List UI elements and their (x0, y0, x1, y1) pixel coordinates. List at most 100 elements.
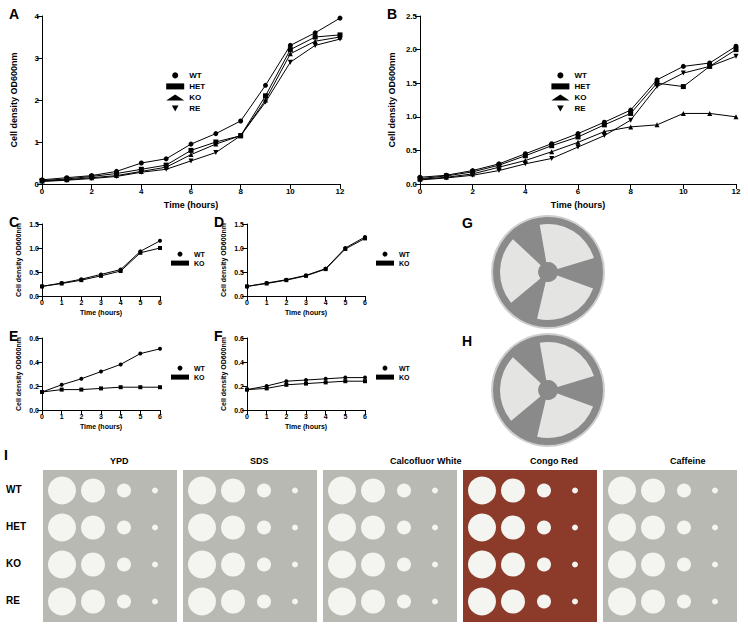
svg-text:G: G (462, 215, 473, 231)
svg-text:0.5: 0.5 (234, 269, 244, 276)
svg-text:0.0: 0.0 (406, 180, 418, 189)
svg-text:Calcofluor White: Calcofluor White (390, 456, 462, 466)
svg-text:0: 0 (40, 187, 45, 196)
svg-text:WT: WT (189, 71, 202, 80)
svg-text:1: 1 (265, 299, 269, 306)
svg-text:2: 2 (89, 187, 94, 196)
svg-text:0: 0 (40, 413, 44, 420)
svg-text:6: 6 (158, 413, 162, 420)
svg-text:Cell density OD600nm: Cell density OD600nm (9, 52, 19, 147)
svg-text:0: 0 (245, 299, 249, 306)
svg-text:WT: WT (194, 365, 206, 372)
svg-text:Caffeine: Caffeine (670, 456, 706, 466)
svg-text:5: 5 (138, 299, 142, 306)
svg-text:10: 10 (286, 187, 295, 196)
svg-text:0.0: 0.0 (234, 407, 244, 414)
svg-text:0.6: 0.6 (29, 335, 39, 342)
svg-text:C: C (9, 214, 19, 230)
svg-text:Time (hours): Time (hours) (551, 200, 605, 210)
svg-text:1.0: 1.0 (234, 245, 244, 252)
svg-text:RE: RE (189, 104, 201, 113)
svg-text:4: 4 (119, 413, 123, 420)
svg-text:0: 0 (40, 299, 44, 306)
svg-text:WT: WT (399, 365, 411, 372)
svg-text:1.5: 1.5 (29, 221, 39, 228)
svg-text:KO: KO (399, 260, 410, 267)
svg-text:0.4: 0.4 (234, 359, 244, 366)
svg-text:1: 1 (265, 413, 269, 420)
svg-text:F: F (214, 328, 223, 344)
svg-text:Time (hours): Time (hours) (164, 200, 218, 210)
svg-text:4: 4 (139, 187, 144, 196)
svg-text:0.2: 0.2 (234, 383, 244, 390)
svg-text:0.0: 0.0 (234, 293, 244, 300)
svg-text:3: 3 (99, 299, 103, 306)
svg-text:Congo Red: Congo Red (530, 456, 578, 466)
svg-text:0.5: 0.5 (406, 146, 418, 155)
svg-text:1: 1 (35, 138, 40, 147)
svg-text:0: 0 (245, 413, 249, 420)
svg-text:0.2: 0.2 (29, 383, 39, 390)
svg-text:12: 12 (732, 187, 741, 196)
svg-text:WT: WT (399, 251, 411, 258)
svg-text:D: D (214, 214, 224, 230)
svg-text:KO: KO (194, 260, 205, 267)
svg-text:HET: HET (574, 82, 590, 91)
svg-text:3: 3 (304, 299, 308, 306)
svg-text:WT: WT (194, 251, 206, 258)
svg-text:HET: HET (189, 82, 205, 91)
svg-text:2: 2 (284, 299, 288, 306)
svg-text:6: 6 (363, 413, 367, 420)
svg-text:H: H (462, 333, 472, 349)
svg-text:2: 2 (79, 413, 83, 420)
svg-text:Time (hours): Time (hours) (285, 309, 327, 317)
svg-text:2: 2 (79, 299, 83, 306)
svg-text:12: 12 (336, 187, 345, 196)
svg-text:Cell density OD600nm: Cell density OD600nm (220, 223, 228, 297)
svg-text:I: I (4, 447, 8, 463)
svg-text:1.5: 1.5 (234, 221, 244, 228)
svg-text:RE: RE (6, 595, 20, 606)
svg-text:8: 8 (628, 187, 633, 196)
svg-text:KO: KO (399, 374, 410, 381)
svg-text:1.0: 1.0 (29, 245, 39, 252)
svg-text:1.0: 1.0 (406, 112, 418, 121)
svg-text:1: 1 (60, 299, 64, 306)
svg-text:Cell density OD600nm: Cell density OD600nm (220, 337, 228, 411)
svg-text:6: 6 (189, 187, 194, 196)
svg-text:WT: WT (574, 71, 587, 80)
svg-text:4: 4 (119, 299, 123, 306)
svg-text:6: 6 (363, 299, 367, 306)
svg-text:2.0: 2.0 (406, 45, 418, 54)
svg-text:5: 5 (138, 413, 142, 420)
svg-text:Time (hours): Time (hours) (80, 423, 122, 431)
svg-text:KO: KO (189, 93, 201, 102)
svg-text:3: 3 (35, 54, 40, 63)
svg-text:2: 2 (284, 413, 288, 420)
svg-text:0.5: 0.5 (29, 269, 39, 276)
svg-text:0.4: 0.4 (29, 359, 39, 366)
svg-text:Cell density OD600nm: Cell density OD600nm (15, 337, 23, 411)
svg-text:KO: KO (574, 93, 586, 102)
svg-text:0.0: 0.0 (29, 407, 39, 414)
svg-text:E: E (9, 328, 18, 344)
svg-text:0: 0 (418, 187, 423, 196)
svg-text:6: 6 (158, 299, 162, 306)
svg-text:1: 1 (60, 413, 64, 420)
svg-text:Time (hours): Time (hours) (80, 309, 122, 317)
svg-text:B: B (387, 6, 397, 22)
svg-text:3: 3 (99, 413, 103, 420)
svg-text:Cell density OD600nm: Cell density OD600nm (387, 52, 397, 147)
svg-text:3: 3 (304, 413, 308, 420)
svg-text:WT: WT (6, 484, 22, 495)
svg-text:0.0: 0.0 (29, 293, 39, 300)
svg-text:KO: KO (6, 558, 21, 569)
svg-text:4: 4 (35, 12, 40, 21)
svg-text:2: 2 (35, 96, 40, 105)
svg-text:SDS: SDS (250, 456, 269, 466)
svg-text:2.5: 2.5 (406, 12, 418, 21)
svg-text:4: 4 (324, 413, 328, 420)
svg-text:YPD: YPD (110, 456, 129, 466)
svg-text:HET: HET (6, 521, 26, 532)
svg-text:6: 6 (576, 187, 581, 196)
